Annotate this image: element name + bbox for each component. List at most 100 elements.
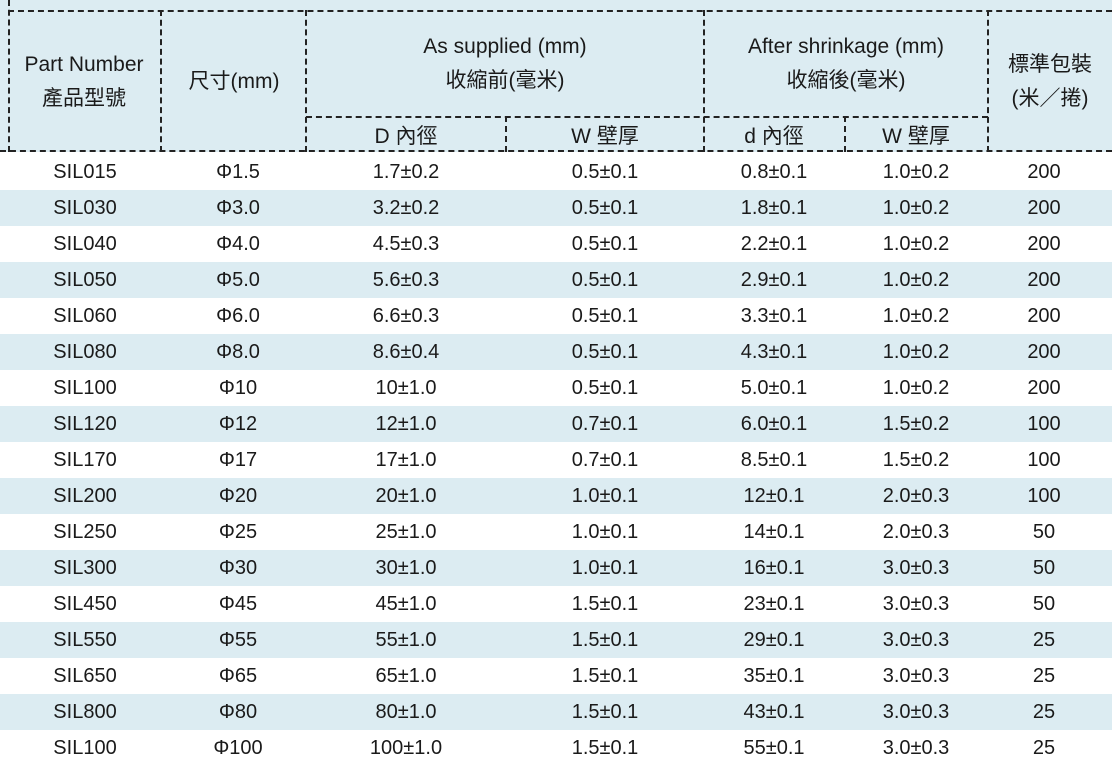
inner-diameter-supplied-cell: 1.7±0.2 [372, 161, 440, 183]
size-cell: Φ4.0 [216, 233, 260, 255]
inner-diameter-supplied-cell: 30±1.0 [375, 557, 437, 579]
wall-thickness-shrunk-cell: 3.0±0.3 [882, 557, 950, 579]
part-number-cell: SIL200 [53, 485, 117, 507]
wall-thickness-supplied-cell: 0.7±0.1 [571, 413, 639, 435]
table-row: SIL060 Φ6.0 6.6±0.3 0.5±0.1 3.3±0.1 1.0±0.2 20… [0, 298, 1112, 334]
wall-thickness-supplied-cell: 0.5±0.1 [571, 341, 639, 363]
wall-thickness-shrunk-cell: 3.0±0.3 [882, 701, 950, 723]
col-divider-5 [844, 116, 846, 152]
wall-thickness-supplied-cell: 1.5±0.1 [571, 737, 639, 759]
wall-thickness-shrunk-cell: 1.5±0.2 [882, 413, 950, 435]
after-shrinkage-header: After shrinkage (mm) 收縮後(毫米) [704, 12, 988, 116]
wall-thickness-supplied-cell: 1.0±0.1 [571, 485, 639, 507]
part-number-cell: SIL040 [53, 233, 117, 255]
inner-diameter-supplied-cell: 8.6±0.4 [372, 341, 440, 363]
size-header: 尺寸(mm) [162, 12, 306, 152]
inner-diameter-supplied-cell: 20±1.0 [375, 485, 437, 507]
part-number-cell: SIL800 [53, 701, 117, 723]
table-row: SIL200 Φ20 20±1.0 1.0±0.1 12±0.1 2.0±0.3 100 [0, 478, 1112, 514]
size-cell: Φ5.0 [216, 269, 260, 291]
packaging-cell: 200 [1027, 269, 1061, 291]
inner-diameter-supplied-cell: 45±1.0 [375, 593, 437, 615]
wall-thickness-shrunk-cell: 2.0±0.3 [882, 485, 950, 507]
size-cell: Φ6.0 [216, 305, 260, 327]
inner-diameter-supplied-cell: 4.5±0.3 [372, 233, 440, 255]
part-number-cell: SIL030 [53, 197, 117, 219]
inner-diameter-shrunk-cell: 29±0.1 [743, 629, 805, 651]
inner-diameter-shrunk-cell: 2.9±0.1 [740, 269, 808, 291]
part-number-label-zh: 產品型號 [42, 87, 126, 110]
col-divider-6 [987, 10, 989, 152]
wall-thickness-shrunk-cell: 1.0±0.2 [882, 269, 950, 291]
packaging-cell: 200 [1027, 305, 1061, 327]
packaging-cell: 50 [1032, 557, 1056, 579]
size-cell: Φ45 [218, 593, 258, 615]
part-number-cell: SIL050 [53, 269, 117, 291]
size-cell: Φ30 [218, 557, 258, 579]
wall-thickness-supplied-cell: 1.0±0.1 [571, 521, 639, 543]
subheader-divider [306, 116, 988, 118]
part-number-cell: SIL300 [53, 557, 117, 579]
part-number-cell: SIL100 [53, 737, 117, 759]
inner-diameter-shrunk-cell: 1.8±0.1 [740, 197, 808, 219]
size-cell: Φ3.0 [216, 197, 260, 219]
wall-thickness-shrunk-cell: 1.0±0.2 [882, 197, 950, 219]
packaging-cell: 25 [1032, 737, 1056, 759]
packaging-cell: 100 [1027, 413, 1061, 435]
packaging-label: 標準包裝 [1008, 53, 1092, 76]
inner-diameter-shrunk-cell: 2.2±0.1 [740, 233, 808, 255]
packaging-cell: 25 [1032, 665, 1056, 687]
wall-thickness-supplied-cell: 1.0±0.1 [571, 557, 639, 579]
header-top-border [8, 10, 1112, 12]
as-supplied-label-zh: 收縮前(毫米) [445, 69, 565, 92]
inner-diameter-supplied-cell: 55±1.0 [375, 629, 437, 651]
wall-thickness-supplied-cell: 0.7±0.1 [571, 449, 639, 471]
col-divider-3 [505, 116, 507, 152]
table-row: SIL450 Φ45 45±1.0 1.5±0.1 23±0.1 3.0±0.3 50 [0, 586, 1112, 622]
inner-diameter-shrunk-cell: 6.0±0.1 [740, 413, 808, 435]
table-row: SIL040 Φ4.0 4.5±0.3 0.5±0.1 2.2±0.1 1.0±0.2 20… [0, 226, 1112, 262]
wall-thickness-shrunk-cell: 3.0±0.3 [882, 629, 950, 651]
inner-diameter-shrunk-cell: 5.0±0.1 [740, 377, 808, 399]
size-cell: Φ10 [218, 377, 258, 399]
col-divider-4 [703, 10, 705, 152]
size-cell: Φ55 [218, 629, 258, 651]
part-number-cell: SIL650 [53, 665, 117, 687]
size-cell: Φ12 [218, 413, 258, 435]
packaging-cell: 200 [1027, 233, 1061, 255]
wall-thickness-supplied-cell: 0.5±0.1 [571, 269, 639, 291]
wall-thickness-shrunk-cell: 1.0±0.2 [882, 161, 950, 183]
inner-diameter-shrunk-cell: 23±0.1 [743, 593, 805, 615]
table-row: SIL170 Φ17 17±1.0 0.7±0.1 8.5±0.1 1.5±0.2 100 [0, 442, 1112, 478]
inner-diameter-shrunk-cell: 0.8±0.1 [740, 161, 808, 183]
packaging-cell: 100 [1027, 485, 1061, 507]
wall-thickness-shrunk-cell: 1.5±0.2 [882, 449, 950, 471]
part-number-cell: SIL550 [53, 629, 117, 651]
header-bottom-border [0, 150, 1112, 152]
inner-diameter-shrunk-cell: 12±0.1 [743, 485, 805, 507]
inner-diameter-supplied-cell: 10±1.0 [375, 377, 437, 399]
table-row: SIL250 Φ25 25±1.0 1.0±0.1 14±0.1 2.0±0.3 50 [0, 514, 1112, 550]
col-divider-1 [160, 10, 162, 152]
inner-diameter-shrunk-cell: 3.3±0.1 [740, 305, 808, 327]
part-number-cell: SIL100 [53, 377, 117, 399]
size-cell: Φ80 [218, 701, 258, 723]
packaging-unit-label: (米／捲) [1011, 87, 1089, 110]
col-divider-2 [305, 10, 307, 152]
packaging-cell: 50 [1032, 593, 1056, 615]
wall-thickness-supplied-cell: 0.5±0.1 [571, 161, 639, 183]
part-number-cell: SIL080 [53, 341, 117, 363]
wall-thickness-supplied-cell: 0.5±0.1 [571, 233, 639, 255]
size-label: 尺寸(mm) [188, 70, 280, 93]
part-number-cell: SIL015 [53, 161, 117, 183]
sub-header-D: D 內徑 [374, 125, 438, 148]
wall-thickness-shrunk-cell: 1.0±0.2 [882, 341, 950, 363]
packaging-cell: 25 [1032, 629, 1056, 651]
size-cell: Φ25 [218, 521, 258, 543]
inner-diameter-shrunk-cell: 35±0.1 [743, 665, 805, 687]
as-supplied-header: As supplied (mm) 收縮前(毫米) [306, 12, 704, 116]
wall-thickness-shrunk-cell: 1.0±0.2 [882, 377, 950, 399]
wall-thickness-supplied-cell: 1.5±0.1 [571, 629, 639, 651]
wall-thickness-shrunk-cell: 1.0±0.2 [882, 233, 950, 255]
